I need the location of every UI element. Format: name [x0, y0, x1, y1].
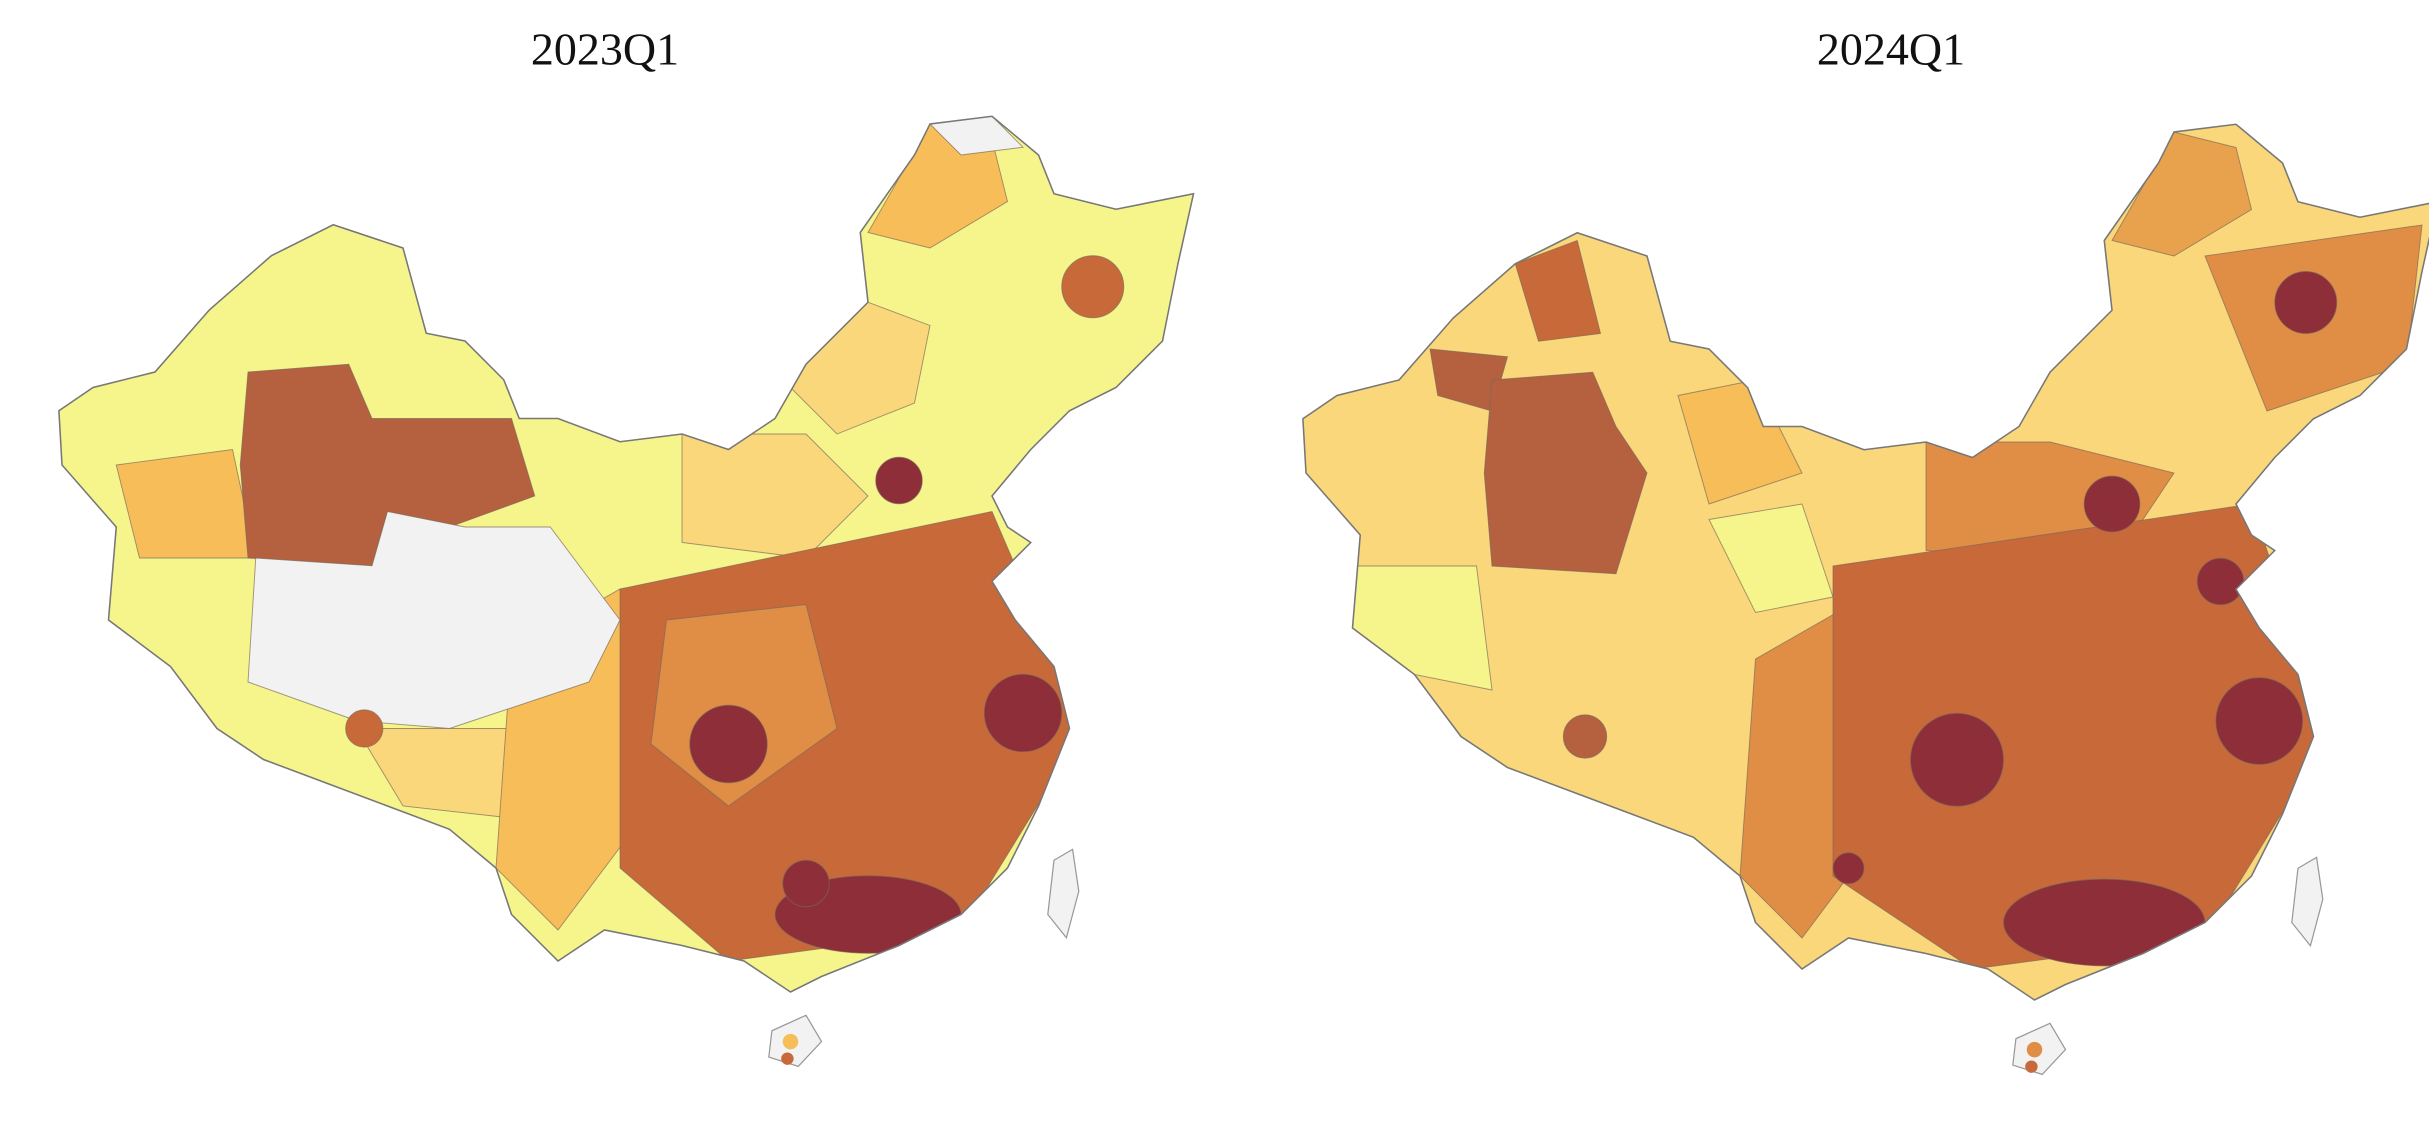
map-title: 2023Q1: [531, 24, 679, 75]
choropleth-map: [1302, 123, 2429, 1076]
map-title: 2024Q1: [1817, 24, 1965, 75]
choropleth-map: [58, 115, 1195, 1068]
